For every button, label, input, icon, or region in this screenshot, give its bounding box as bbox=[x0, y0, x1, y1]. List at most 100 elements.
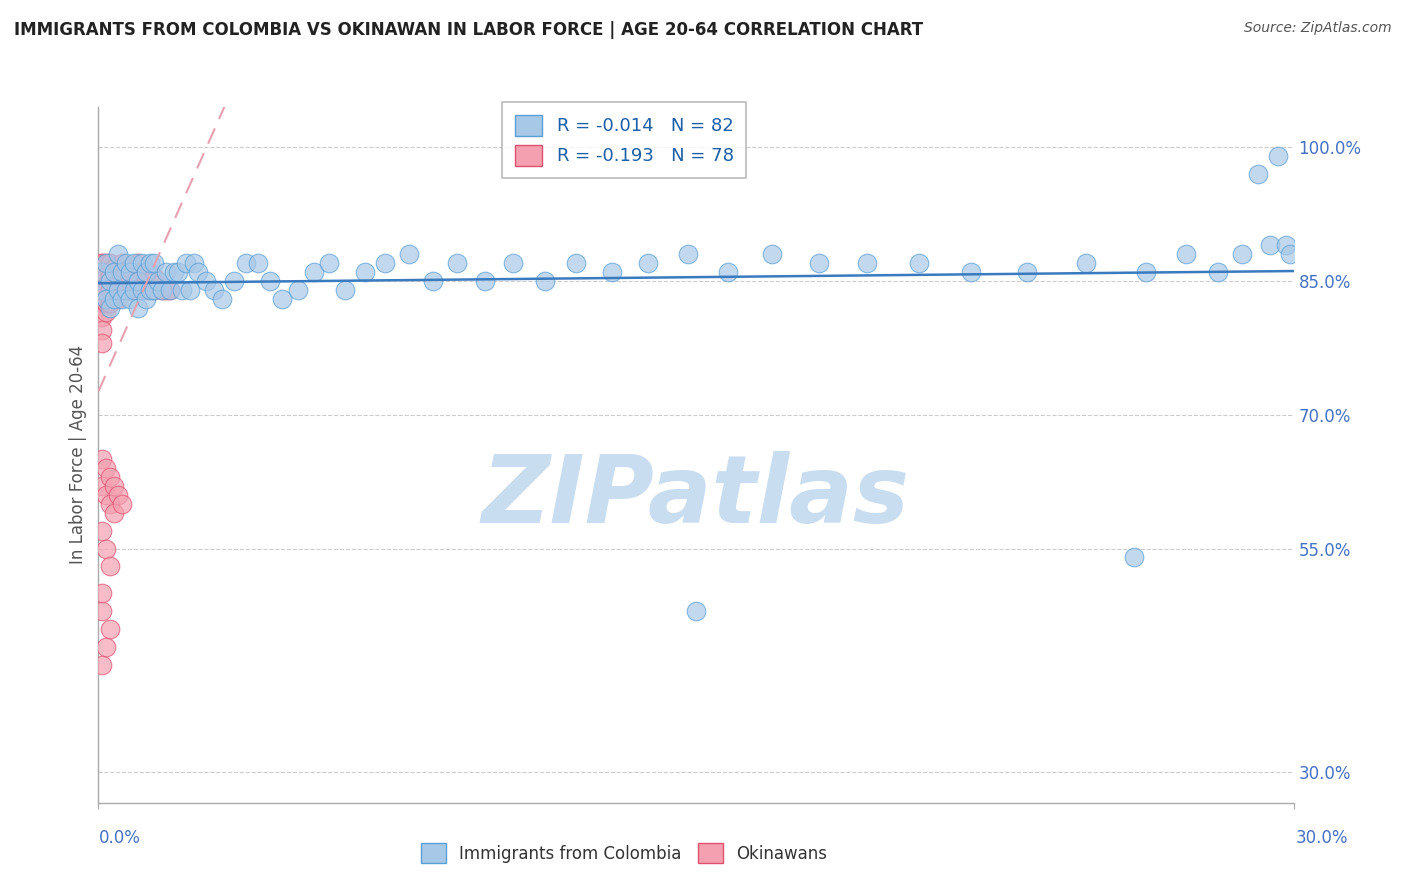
Point bbox=[187, 265, 209, 279]
Point bbox=[139, 265, 162, 279]
Point bbox=[111, 283, 134, 297]
Point bbox=[115, 278, 138, 293]
Point bbox=[115, 283, 138, 297]
Legend: Immigrants from Colombia, Okinawans: Immigrants from Colombia, Okinawans bbox=[412, 835, 837, 871]
Point bbox=[91, 336, 114, 351]
Point bbox=[1206, 265, 1229, 279]
Point bbox=[103, 265, 125, 279]
Point bbox=[143, 283, 166, 297]
Point bbox=[98, 559, 122, 574]
Point bbox=[354, 265, 377, 279]
Point bbox=[1175, 247, 1198, 261]
Point bbox=[96, 278, 118, 293]
Point bbox=[222, 274, 245, 288]
Point bbox=[91, 524, 114, 538]
Point bbox=[1267, 149, 1289, 163]
Point bbox=[103, 292, 125, 306]
Point bbox=[474, 274, 496, 288]
Point bbox=[96, 256, 118, 270]
Point bbox=[98, 269, 122, 284]
Point bbox=[202, 283, 225, 297]
Point bbox=[761, 247, 783, 261]
Point bbox=[107, 278, 129, 293]
Point bbox=[96, 488, 118, 502]
Point bbox=[120, 292, 142, 306]
Point bbox=[318, 256, 340, 270]
Point bbox=[1076, 256, 1098, 270]
Point bbox=[98, 283, 122, 297]
Point bbox=[107, 292, 129, 306]
Point bbox=[111, 283, 134, 297]
Point bbox=[98, 622, 122, 636]
Y-axis label: In Labor Force | Age 20-64: In Labor Force | Age 20-64 bbox=[69, 345, 87, 565]
Point bbox=[111, 269, 134, 284]
Point bbox=[908, 256, 931, 270]
Point bbox=[422, 274, 444, 288]
Point bbox=[195, 274, 218, 288]
Point bbox=[676, 247, 699, 261]
Point bbox=[155, 265, 177, 279]
Point bbox=[98, 470, 122, 484]
Point bbox=[115, 256, 138, 270]
Point bbox=[172, 283, 194, 297]
Point bbox=[107, 247, 129, 261]
Point bbox=[127, 256, 149, 270]
Text: ZIPatlas: ZIPatlas bbox=[482, 450, 910, 542]
Point bbox=[111, 256, 134, 270]
Point bbox=[98, 497, 122, 511]
Point bbox=[96, 269, 118, 284]
Point bbox=[150, 283, 173, 297]
Point bbox=[148, 278, 170, 293]
Point bbox=[259, 274, 281, 288]
Point bbox=[287, 283, 309, 297]
Point bbox=[91, 274, 114, 288]
Point bbox=[685, 604, 707, 618]
Point bbox=[91, 657, 114, 672]
Point bbox=[174, 256, 197, 270]
Point bbox=[103, 287, 125, 301]
Point bbox=[302, 265, 325, 279]
Point bbox=[533, 274, 555, 288]
Point bbox=[91, 283, 114, 297]
Point bbox=[96, 292, 118, 306]
Point bbox=[124, 256, 146, 270]
Point bbox=[856, 256, 879, 270]
Point bbox=[139, 278, 162, 293]
Point bbox=[135, 283, 157, 297]
Point bbox=[91, 323, 114, 337]
Point bbox=[91, 292, 114, 306]
Point bbox=[120, 283, 142, 297]
Point bbox=[103, 260, 125, 275]
Point bbox=[1278, 247, 1301, 261]
Point bbox=[155, 283, 177, 297]
Point bbox=[398, 247, 420, 261]
Point bbox=[139, 256, 162, 270]
Point bbox=[211, 292, 233, 306]
Point bbox=[98, 301, 122, 315]
Text: IMMIGRANTS FROM COLOMBIA VS OKINAWAN IN LABOR FORCE | AGE 20-64 CORRELATION CHAR: IMMIGRANTS FROM COLOMBIA VS OKINAWAN IN … bbox=[14, 21, 924, 39]
Point bbox=[98, 269, 122, 284]
Point bbox=[98, 296, 122, 310]
Text: Source: ZipAtlas.com: Source: ZipAtlas.com bbox=[1244, 21, 1392, 36]
Point bbox=[91, 256, 114, 270]
Point bbox=[143, 283, 166, 297]
Point bbox=[91, 479, 114, 493]
Point bbox=[98, 256, 122, 270]
Point bbox=[111, 292, 134, 306]
Point bbox=[111, 497, 134, 511]
Point bbox=[96, 265, 118, 279]
Point bbox=[96, 296, 118, 310]
Point bbox=[96, 305, 118, 319]
Point bbox=[131, 283, 153, 297]
Point bbox=[565, 256, 588, 270]
Point bbox=[111, 265, 134, 279]
Point bbox=[98, 274, 122, 288]
Point bbox=[179, 283, 201, 297]
Point bbox=[96, 541, 118, 556]
Point bbox=[139, 283, 162, 297]
Point bbox=[246, 256, 269, 270]
Text: 30.0%: 30.0% bbox=[1295, 829, 1348, 847]
Point bbox=[91, 604, 114, 618]
Point bbox=[127, 283, 149, 297]
Point bbox=[235, 256, 257, 270]
